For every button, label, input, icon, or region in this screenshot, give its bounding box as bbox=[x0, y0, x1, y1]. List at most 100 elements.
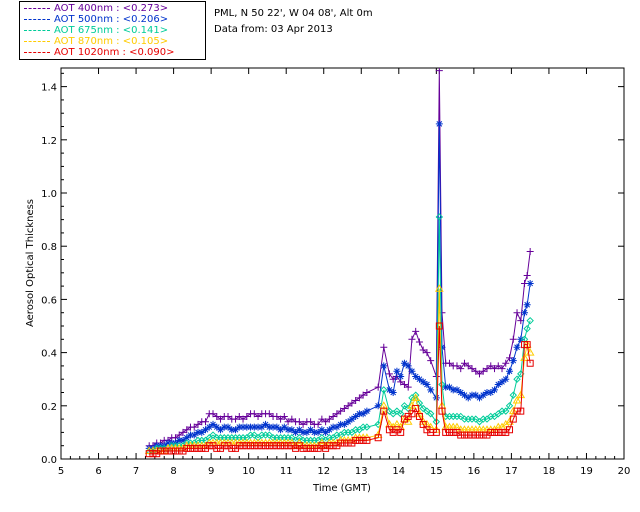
y-tick-label: 1.2 bbox=[41, 136, 57, 147]
series-1-point bbox=[280, 423, 288, 431]
series-1-point bbox=[435, 120, 443, 128]
series-1-point bbox=[457, 389, 465, 397]
series-4-point bbox=[190, 444, 198, 452]
date-label: Data from: 03 Apr 2013 bbox=[214, 24, 333, 35]
series-1-point bbox=[303, 428, 311, 436]
series-0-point bbox=[202, 418, 210, 426]
series-4-point bbox=[513, 407, 521, 415]
series-0-point bbox=[329, 412, 337, 420]
series-4-point bbox=[412, 404, 420, 412]
series-3-point bbox=[516, 390, 526, 399]
series-1 bbox=[145, 120, 534, 452]
legend-label: AOT 675nm : <0.141> bbox=[54, 25, 169, 36]
series-4-point bbox=[445, 428, 453, 436]
series-1-point bbox=[412, 373, 420, 381]
series-1-point bbox=[220, 423, 228, 431]
series-4-point bbox=[464, 431, 472, 439]
legend-label: AOT 870nm : <0.105> bbox=[54, 36, 169, 47]
series-2-point bbox=[385, 407, 394, 415]
legend-swatch bbox=[24, 41, 50, 42]
series-0-point bbox=[239, 415, 247, 423]
series-4-point bbox=[235, 442, 243, 450]
series-0-point bbox=[277, 415, 285, 423]
series-0-point bbox=[435, 68, 443, 75]
series-4-point bbox=[352, 436, 360, 444]
legend-swatch bbox=[24, 30, 50, 31]
series-0-point bbox=[224, 412, 232, 420]
series-3-point bbox=[512, 395, 522, 404]
series-1-point bbox=[284, 426, 292, 434]
x-tick-label: 16 bbox=[467, 466, 480, 477]
series-4-point bbox=[344, 439, 352, 447]
series-0-point bbox=[494, 362, 502, 370]
y-tick-label: 0.2 bbox=[41, 402, 57, 413]
series-0-point bbox=[183, 426, 191, 434]
y-tick-label: 1.0 bbox=[41, 189, 57, 200]
series-1-point bbox=[389, 389, 397, 397]
series-1-point bbox=[247, 423, 255, 431]
y-tick-label: 0.0 bbox=[41, 455, 57, 466]
series-0-point bbox=[235, 412, 243, 420]
series-4-point bbox=[355, 436, 363, 444]
series-0-point bbox=[472, 367, 480, 375]
x-tick-label: 14 bbox=[392, 466, 405, 477]
series-4 bbox=[145, 322, 534, 458]
series-1-point bbox=[517, 335, 525, 343]
series-0-point bbox=[502, 359, 510, 367]
series-0-point bbox=[380, 343, 388, 351]
series-0-point bbox=[404, 383, 412, 391]
series-0-point bbox=[333, 410, 341, 418]
series-4-point bbox=[243, 442, 251, 450]
legend-swatch bbox=[24, 8, 50, 9]
series-3-point bbox=[400, 414, 409, 423]
series-0-point bbox=[460, 359, 468, 367]
y-tick-label: 0.6 bbox=[41, 295, 57, 306]
series-1-point bbox=[179, 436, 187, 444]
series-1-point bbox=[314, 428, 322, 436]
series-2-point bbox=[400, 402, 409, 410]
series-4-point bbox=[415, 412, 423, 420]
series-1-point bbox=[374, 402, 382, 410]
series-4-point bbox=[494, 428, 502, 436]
series-4-point bbox=[220, 442, 228, 450]
series-0-point bbox=[288, 415, 296, 423]
series-1-point bbox=[344, 418, 352, 426]
y-tick-label: 1.4 bbox=[41, 83, 57, 94]
series-1-point bbox=[243, 423, 251, 431]
series-1-point bbox=[205, 423, 213, 431]
series-4-point bbox=[523, 341, 531, 349]
legend-item: AOT 1020nm : <0.090> bbox=[20, 47, 205, 58]
series-1-point bbox=[194, 428, 202, 436]
series-4-point bbox=[468, 431, 476, 439]
series-0-point bbox=[179, 428, 187, 436]
series-1-point bbox=[453, 386, 461, 394]
legend: AOT 400nm : <0.273> AOT 500nm : <0.206> AO… bbox=[19, 1, 206, 60]
series-2-point bbox=[505, 402, 514, 410]
series-0-point bbox=[400, 381, 408, 389]
series-4-point bbox=[194, 444, 202, 452]
series-4-point bbox=[380, 407, 388, 415]
series-1-point bbox=[415, 375, 423, 383]
series-0-point bbox=[337, 407, 345, 415]
series-1-point bbox=[460, 391, 468, 399]
series-1-point bbox=[265, 423, 273, 431]
series-1-point bbox=[258, 423, 266, 431]
y-tick-label: 0.8 bbox=[41, 242, 57, 253]
series-4-point bbox=[273, 442, 281, 450]
series-1-point bbox=[355, 410, 363, 418]
legend-item: AOT 400nm : <0.273> bbox=[20, 3, 205, 14]
series-2-point bbox=[523, 324, 531, 333]
series-1-point bbox=[419, 378, 427, 386]
series-0-point bbox=[419, 346, 427, 354]
series-2-point bbox=[250, 431, 259, 439]
series-1-point bbox=[393, 367, 401, 375]
series-1-point bbox=[475, 394, 483, 402]
series-0-point bbox=[284, 418, 292, 426]
series-4-point bbox=[329, 442, 337, 450]
location-label: PML, N 50 22', W 04 08', Alt 0m bbox=[214, 8, 373, 19]
series-2-point bbox=[265, 431, 274, 439]
series-1-point bbox=[464, 394, 472, 402]
series-0-point bbox=[314, 420, 322, 428]
series-4-point bbox=[526, 359, 534, 367]
series-0-point bbox=[509, 335, 517, 343]
